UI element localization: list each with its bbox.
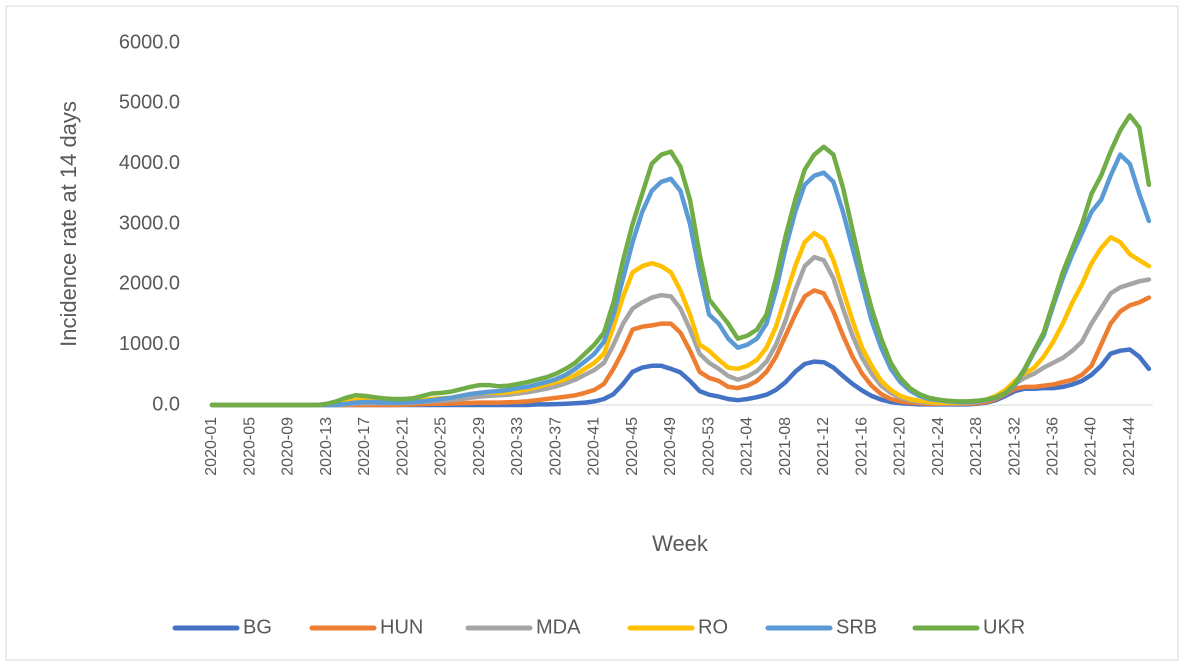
y-tick-label: 2000.0 bbox=[119, 273, 180, 295]
legend-label: BG bbox=[243, 616, 272, 638]
y-tick-label: 5000.0 bbox=[119, 92, 180, 114]
x-tick-label: 2021-32 bbox=[1006, 417, 1023, 476]
y-tick-label: 6000.0 bbox=[119, 31, 180, 53]
x-tick-label: 2021-20 bbox=[892, 417, 909, 476]
x-tick-label: 2021-24 bbox=[930, 417, 947, 476]
series-line bbox=[209, 113, 1152, 408]
x-tick-label: 2020-05 bbox=[241, 417, 258, 476]
y-axis-title: Incidence rate at 14 days bbox=[56, 101, 81, 347]
x-tick-label: 2020-33 bbox=[509, 417, 526, 476]
x-tick-label: 2020-29 bbox=[471, 417, 488, 476]
y-tick-label: 1000.0 bbox=[119, 333, 180, 355]
chart-frame bbox=[5, 5, 1179, 661]
x-tick-label: 2020-09 bbox=[280, 417, 297, 476]
x-tick-label: 2020-21 bbox=[394, 417, 411, 476]
y-tick-label: 4000.0 bbox=[119, 152, 180, 174]
x-tick-label: 2020-25 bbox=[433, 417, 450, 476]
legend-label: UKR bbox=[983, 616, 1025, 638]
y-tick-label: 3000.0 bbox=[119, 212, 180, 234]
x-tick-label: 2021-40 bbox=[1083, 417, 1100, 476]
y-tick-label: 0.0 bbox=[152, 393, 180, 415]
x-tick-label: 2021-12 bbox=[815, 417, 832, 476]
x-tick-label: 2020-01 bbox=[203, 417, 220, 476]
x-tick-label: 2020-49 bbox=[662, 417, 679, 476]
x-tick-label: 2020-37 bbox=[547, 417, 564, 476]
legend-label: MDA bbox=[536, 616, 581, 638]
x-tick-label: 2020-45 bbox=[624, 417, 641, 476]
x-tick-label: 2021-16 bbox=[853, 417, 870, 476]
x-tick-label: 2021-08 bbox=[777, 417, 794, 476]
x-tick-label: 2021-28 bbox=[968, 417, 985, 476]
legend-label: SRB bbox=[836, 616, 877, 638]
x-axis-title: Week bbox=[652, 531, 709, 556]
x-tick-label: 2020-17 bbox=[356, 417, 373, 476]
legend-label: HUN bbox=[380, 616, 423, 638]
x-tick-label: 2021-36 bbox=[1044, 417, 1061, 476]
legend-label: RO bbox=[698, 616, 728, 638]
x-tick-label: 2021-04 bbox=[739, 417, 756, 476]
x-tick-label: 2020-41 bbox=[586, 417, 603, 476]
x-tick-label: 2020-53 bbox=[700, 417, 717, 476]
x-tick-label: 2021-44 bbox=[1121, 417, 1138, 476]
x-tick-label: 2020-13 bbox=[318, 417, 335, 476]
